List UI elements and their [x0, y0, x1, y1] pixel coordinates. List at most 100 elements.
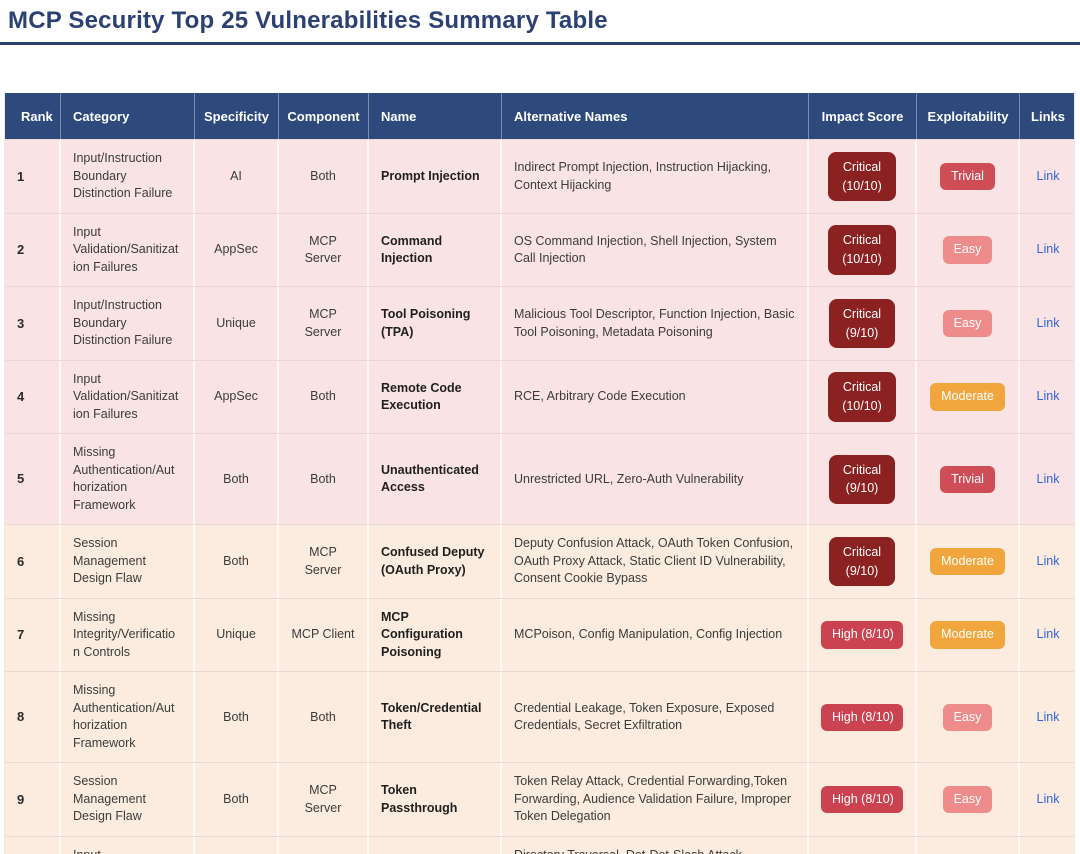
name-cell: Remote Code Execution	[369, 360, 502, 434]
links-cell: Link	[1020, 434, 1076, 524]
rank-cell: 3	[5, 287, 61, 360]
rank-cell: 7	[5, 598, 61, 672]
component-cell: Both	[279, 140, 369, 213]
name-cell: MCP Configuration Poisoning	[369, 598, 502, 672]
links-cell: Link	[1020, 599, 1076, 672]
name-cell: Prompt Injection	[369, 140, 502, 213]
exploitability-cell: Easy	[917, 213, 1020, 287]
impact-score-badge: High (8/10)	[821, 703, 903, 732]
alternative-names-cell: MCPoison, Config Manipulation, Config In…	[502, 598, 809, 672]
exploitability-cell: Moderate	[917, 525, 1020, 598]
links-cell: Link	[1020, 763, 1076, 836]
exploitability-cell: Moderate	[917, 836, 1020, 854]
category-cell: Input/Instruction Boundary Distinction F…	[61, 140, 195, 213]
impact-score-badge: Critical (10/10)	[828, 225, 896, 275]
table-row: 1 Input/Instruction Boundary Distinction…	[5, 139, 1074, 213]
alternative-names-cell: Directory Traversal, Dot-Dot-Slash Attac…	[502, 836, 809, 854]
alternative-names-cell: Deputy Confusion Attack, OAuth Token Con…	[502, 525, 809, 598]
header-alternative-names: Alternative Names	[502, 93, 809, 140]
header-links: Links	[1031, 108, 1065, 124]
exploitability-cell: Trivial	[917, 434, 1020, 525]
component-cell: MCP Server	[279, 525, 369, 598]
category-cell: Missing Authentication/Authorization Fra…	[61, 434, 195, 525]
table-row: 2 Input Validation/Sanitization Failures…	[5, 212, 1076, 287]
exploitability-cell: Moderate	[917, 598, 1020, 672]
category-cell: Missing Integrity/Verification Controls	[61, 598, 195, 672]
links-cell: Link	[1020, 287, 1076, 360]
category-cell: Session Management Design Flaw	[61, 763, 195, 836]
header-specificity: Specificity	[195, 93, 279, 140]
exploitability-badge: Trivial	[940, 465, 995, 494]
table-header-row: Rank Category Specificity Component Name…	[5, 93, 1074, 140]
rank-cell: 6	[5, 525, 61, 598]
component-cell: Both	[279, 360, 369, 434]
exploitability-badge: Easy	[942, 236, 993, 264]
impact-score-cell: Critical (10/10)	[809, 140, 917, 213]
row-link[interactable]: Link	[1036, 709, 1060, 724]
component-cell: Both	[279, 434, 369, 525]
rank-cell: 10	[5, 836, 61, 854]
name-cell: Unauthenticated Access	[369, 434, 502, 525]
specificity-cell: Unique	[195, 287, 279, 360]
name-cell: Token Passthrough	[369, 763, 502, 836]
alternative-names-cell: OS Command Injection, Shell Injection, S…	[502, 213, 809, 287]
specificity-cell: AppSec	[195, 213, 279, 287]
name-cell: Tool Poisoning (TPA)	[369, 287, 502, 360]
category-cell: Input Validation/Sanitization Failures	[61, 213, 195, 287]
row-link[interactable]: Link	[1036, 168, 1060, 183]
table-row: 8 Missing Authentication/Authorization F…	[5, 671, 1074, 763]
specificity-cell: Both	[195, 672, 279, 763]
alternative-names-cell: Credential Leakage, Token Exposure, Expo…	[502, 672, 809, 763]
row-link[interactable]: Link	[1036, 242, 1060, 257]
header-component: Component	[279, 93, 369, 140]
row-link[interactable]: Link	[1036, 553, 1060, 568]
links-cell: Link	[1020, 361, 1076, 434]
exploitability-cell: Easy	[917, 763, 1020, 836]
exploitability-badge: Moderate	[930, 383, 1005, 411]
row-link[interactable]: Link	[1036, 389, 1060, 404]
table-body: 1 Input/Instruction Boundary Distinction…	[5, 139, 1074, 854]
exploitability-badge: Trivial	[940, 162, 995, 191]
category-cell: Missing Authentication/Authorization Fra…	[61, 672, 195, 763]
row-link[interactable]: Link	[1036, 315, 1060, 330]
table-row: 9 Session Management Design Flaw Both MC…	[5, 762, 1074, 836]
links-cell: Link	[1020, 140, 1076, 213]
row-link[interactable]: Link	[1036, 471, 1060, 486]
exploitability-cell: Moderate	[917, 360, 1020, 434]
impact-score-badge: Critical (9/10)	[828, 536, 896, 587]
links-cell: Link	[1020, 214, 1076, 287]
exploitability-badge: Moderate	[930, 621, 1005, 649]
category-cell: Input/Instruction Boundary Distinction F…	[61, 287, 195, 360]
specificity-cell: Both	[195, 434, 279, 525]
impact-score-cell: Critical (9/10)	[809, 434, 917, 525]
row-link[interactable]: Link	[1036, 627, 1060, 642]
exploitability-cell: Easy	[917, 287, 1020, 360]
category-cell: Session Management Design Flaw	[61, 525, 195, 598]
table-row: 3 Input/Instruction Boundary Distinction…	[5, 286, 1074, 360]
header-name: Name	[369, 93, 502, 140]
component-cell: MCP Server	[279, 836, 369, 854]
title-divider	[0, 42, 1080, 46]
impact-score-cell: Critical (10/10)	[809, 213, 917, 287]
name-cell: Path Traversal	[369, 836, 502, 854]
impact-score-cell: High (8/10)	[809, 763, 917, 836]
impact-score-badge: Critical (9/10)	[828, 454, 896, 505]
component-cell: MCP Server	[279, 763, 369, 836]
name-cell: Command Injection	[369, 213, 502, 287]
exploitability-cell: Trivial	[917, 140, 1020, 213]
exploitability-badge: Easy	[942, 309, 993, 338]
impact-score-badge: Critical (9/10)	[828, 298, 896, 349]
exploitability-cell: Easy	[917, 672, 1020, 763]
category-cell: Input Validation/Sanitization Failures	[61, 360, 195, 434]
exploitability-badge: Easy	[942, 785, 993, 814]
row-link[interactable]: Link	[1036, 791, 1060, 806]
component-cell: MCP Server	[279, 213, 369, 287]
alternative-names-cell: Indirect Prompt Injection, Instruction H…	[502, 140, 809, 213]
impact-score-cell: Critical (9/10)	[809, 525, 917, 598]
rank-cell: 5	[5, 434, 61, 525]
header-impact-score: Impact Score	[809, 93, 917, 140]
alternative-names-cell: RCE, Arbitrary Code Execution	[502, 360, 809, 434]
alternative-names-cell: Unrestricted URL, Zero-Auth Vulnerabilit…	[502, 434, 809, 525]
rank-cell: 1	[5, 140, 61, 213]
links-cell: Link	[1020, 525, 1076, 598]
